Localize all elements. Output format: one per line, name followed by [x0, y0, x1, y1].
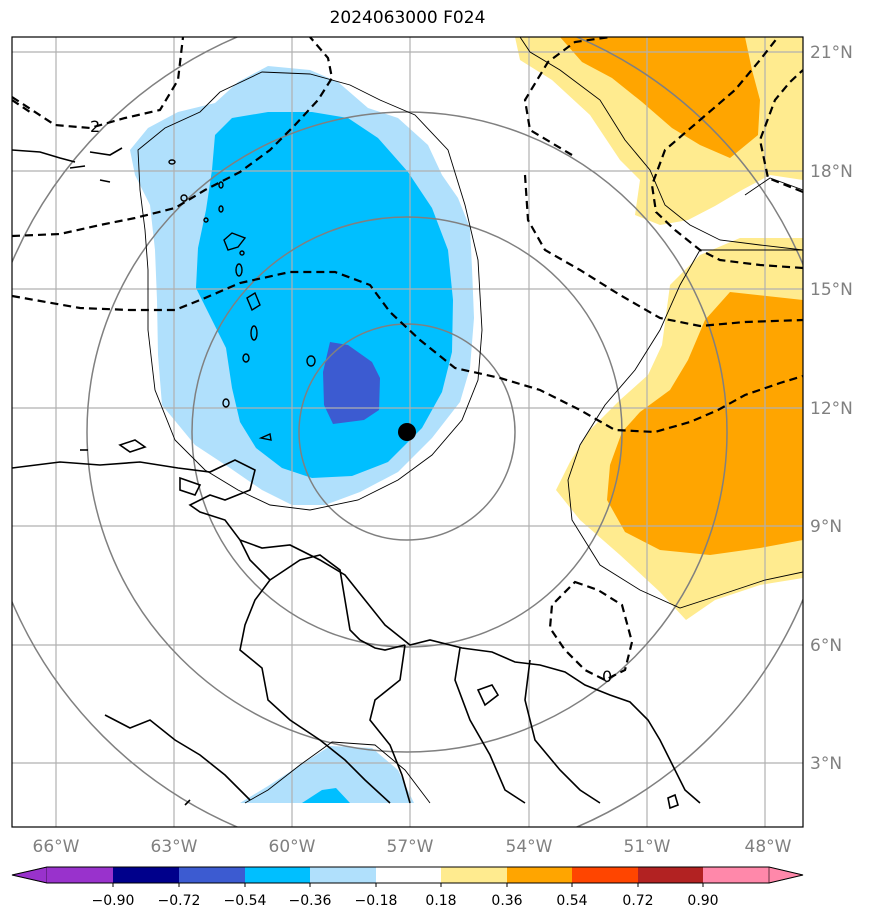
- lon-label: 48°W: [745, 837, 792, 857]
- colorbar-segment: [179, 867, 245, 883]
- colorbar-segment: [507, 867, 572, 883]
- colorbar-label: 0.72: [622, 893, 653, 909]
- shading-negative-strong: [323, 342, 380, 424]
- colorbar-segment: [47, 867, 113, 883]
- colorbar-extend-low: [11, 866, 48, 884]
- colorbar-label: 0.18: [425, 893, 456, 909]
- longitude-labels: 66°W 63°W 60°W 57°W 54°W 51°W 48°W: [33, 837, 792, 857]
- thin-contours: [137, 37, 803, 804]
- lesser-antilles: [168, 159, 316, 441]
- lat-label: 3°N: [810, 754, 842, 774]
- colorbar-label: 0.54: [556, 893, 587, 909]
- colorbar-segment: [245, 867, 310, 883]
- dashed-contours: [12, 37, 803, 682]
- colorbar-label: 0.36: [491, 893, 522, 909]
- colorbar-segment: [703, 867, 769, 883]
- range-rings: [12, 37, 803, 827]
- lon-label: 57°W: [387, 837, 434, 857]
- colorbar-segment: [441, 867, 507, 883]
- shading-positive-e-moderate: [607, 292, 803, 555]
- colorbar-segment: [638, 867, 703, 883]
- colorbar-outline: [11, 866, 804, 884]
- colorbar-segment: [572, 867, 638, 883]
- shading-negative-moderate: [196, 112, 453, 478]
- lon-label: 51°W: [624, 837, 671, 857]
- colorbar-label: −0.54: [224, 893, 267, 909]
- latitude-labels: 21°N 18°N 15°N 12°N 9°N 6°N 3°N: [810, 43, 853, 774]
- lon-label: 63°W: [151, 837, 198, 857]
- graticule: [12, 37, 803, 827]
- map-title: 2024063000 F024: [329, 8, 486, 28]
- colorbar-label: −0.90: [92, 893, 135, 909]
- lat-label: 21°N: [810, 43, 853, 63]
- coastlines: [12, 147, 701, 810]
- lon-label: 54°W: [506, 837, 553, 857]
- colorbar-label: 0.90: [687, 893, 718, 909]
- colorbar-label: −0.72: [158, 893, 201, 909]
- lat-label: 18°N: [810, 162, 853, 182]
- colorbar-segment: [113, 867, 179, 883]
- contour-label-2: 2: [90, 117, 100, 136]
- colorbar-segment: [310, 867, 376, 883]
- lat-label: 12°N: [810, 399, 853, 419]
- storm-center-marker: [398, 423, 416, 441]
- contour-label-0: 0: [602, 667, 612, 686]
- lat-label: 15°N: [810, 280, 853, 300]
- colorbar-label: −0.36: [289, 893, 332, 909]
- colorbar-ticks: [112, 883, 704, 887]
- colorbar-label: −0.18: [355, 893, 398, 909]
- colorbar-segment: [376, 867, 441, 883]
- colorbar: −0.90 −0.72 −0.54 −0.36 −0.18 0.18 0.36 …: [11, 866, 804, 909]
- lat-label: 6°N: [810, 636, 842, 656]
- colorbar-extend-high: [768, 866, 804, 884]
- shading-negative-south-weak: [240, 746, 414, 803]
- shading-negative-south-moderate: [302, 788, 350, 803]
- map-frame: [11, 36, 804, 828]
- lon-label: 66°W: [33, 837, 80, 857]
- lon-label: 60°W: [269, 837, 316, 857]
- lat-label: 9°N: [810, 517, 842, 537]
